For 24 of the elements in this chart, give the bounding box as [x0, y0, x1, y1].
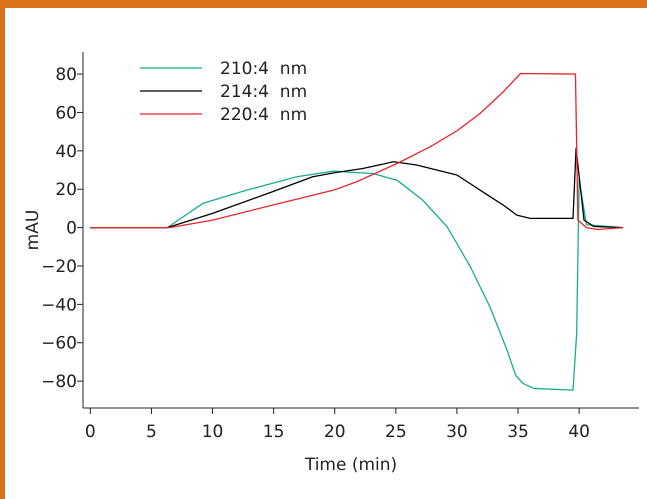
x-tick-label: 20 — [324, 422, 346, 442]
y-tick-label: −20 — [41, 256, 77, 277]
line-series — [90, 72, 624, 230]
x-tick-label: 15 — [262, 422, 284, 442]
legend-label: 220:4 nm — [220, 105, 308, 125]
y-tick-label: −80 — [41, 372, 77, 392]
y-tick-label: 0 — [66, 218, 77, 239]
y-axis-title: mAU — [23, 210, 43, 250]
legend-label: 210:4 nm — [220, 59, 308, 79]
x-tick-label: 0 — [84, 422, 96, 442]
y-tick-label: −40 — [41, 295, 77, 316]
y-tick-label: 80 — [55, 65, 77, 86]
y-tick-label: 60 — [55, 103, 77, 124]
y-tick-label: −60 — [41, 334, 77, 354]
x-tick-label: 40 — [568, 422, 590, 442]
y-tick-label: 20 — [55, 180, 77, 200]
legend-label: 214:4 nm — [220, 82, 308, 102]
x-axis-title: Time (min) — [304, 455, 398, 475]
x-tick-label: 30 — [446, 422, 468, 442]
x-tick-label: 25 — [385, 422, 407, 442]
x-tick-label: 35 — [507, 422, 529, 442]
x-tick-label: 10 — [202, 422, 224, 442]
y-tick-label: 40 — [55, 142, 77, 162]
x-tick-label: 5 — [146, 422, 157, 442]
